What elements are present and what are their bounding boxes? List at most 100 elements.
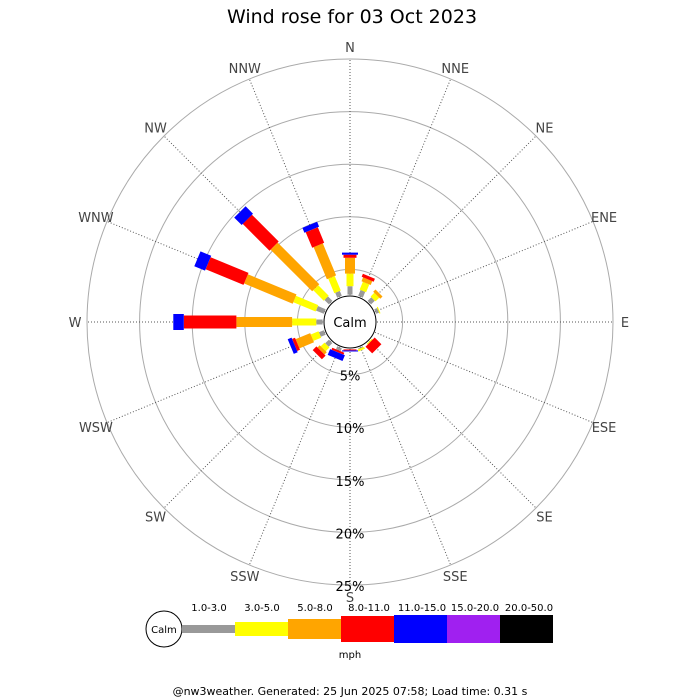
direction-label: N [345, 41, 355, 56]
bar-sw-1 [320, 342, 330, 352]
bar-n-2 [345, 257, 355, 274]
bar-ne-2 [373, 289, 383, 299]
grid-spoke [349, 321, 537, 509]
legend-bin-label: 1.0-3.0 [191, 603, 226, 614]
direction-label: SSE [443, 570, 468, 585]
bar-sse-1 [357, 346, 365, 352]
bar-s-3 [343, 349, 357, 351]
legend-units-label: mph [339, 650, 361, 661]
bar-nw-3 [242, 214, 279, 251]
legend-bin-label: 3.0-5.0 [244, 603, 279, 614]
wind-bars [173, 206, 383, 361]
bar-wnw-3 [205, 257, 249, 285]
bar-nw-4 [234, 206, 253, 225]
bar-ene-0 [374, 308, 380, 314]
direction-label: SW [145, 510, 166, 525]
bar-ne-0 [367, 297, 375, 305]
direction-label: NNW [229, 62, 261, 77]
bar-w-4 [173, 314, 184, 330]
bar-nnw-4 [302, 221, 320, 233]
bar-wsw-3 [292, 337, 300, 351]
legend-calm-label: Calm [151, 625, 177, 636]
direction-labels: N NNE NE ENE E ESE SE SSE S SSW SW WSW W WNW NW NNW [69, 41, 630, 606]
bar-wnw-2 [244, 274, 297, 304]
bar-nne-0 [358, 289, 366, 298]
bar-sw-3 [312, 346, 326, 360]
ring-labels: 5% 10% 15% 20% 25% [336, 370, 365, 595]
bar-n-1 [346, 273, 354, 287]
direction-label: NW [144, 122, 167, 137]
footer-text: @nw3weather. Generated: 25 Jun 2025 07:5… [173, 685, 528, 698]
grid-spoke [163, 321, 351, 509]
legend-swatch [288, 619, 341, 639]
bar-w-0 [316, 319, 323, 325]
direction-label: S [346, 591, 354, 606]
legend-swatch [394, 615, 447, 643]
bar-nw-1 [313, 285, 329, 301]
grid-spoke [248, 321, 351, 566]
bar-ssw-0 [336, 346, 342, 352]
bar-se-1 [366, 338, 373, 345]
grid-spoke [248, 78, 351, 323]
bar-wnw-0 [316, 306, 326, 314]
direction-label: W [69, 316, 82, 331]
polar-grid [86, 58, 614, 586]
bar-n-3 [343, 254, 357, 258]
direction-label: NE [535, 122, 553, 137]
legend-bin-label: 20.0-50.0 [505, 603, 553, 614]
grid-spoke [106, 321, 351, 424]
direction-label: ESE [592, 421, 617, 436]
bar-ene-1 [376, 306, 381, 314]
bar-ssw-3 [331, 347, 345, 355]
bar-wnw-4 [194, 251, 212, 271]
bar-w-1 [292, 318, 317, 326]
direction-label: WNW [78, 211, 114, 226]
bar-nnw-1 [328, 276, 341, 294]
grid-spoke [349, 135, 537, 323]
grid-spoke [349, 321, 594, 424]
grid-spoke [163, 135, 351, 323]
bar-w-2 [236, 317, 293, 327]
direction-label: ENE [591, 211, 617, 226]
direction-label: SSW [230, 570, 260, 585]
bar-n-0 [347, 286, 353, 295]
bar-wsw-1 [310, 331, 322, 341]
bar-nnw-2 [313, 243, 337, 280]
bar-nw-0 [324, 296, 333, 305]
legend-bin-label: 15.0-20.0 [451, 603, 499, 614]
direction-label: NNE [441, 62, 469, 77]
calm-label: Calm [333, 316, 366, 331]
ring-label: 20% [336, 527, 365, 542]
legend-swatch [447, 615, 500, 643]
ring-label: 10% [336, 422, 365, 437]
legend-swatch [500, 615, 553, 643]
direction-label: E [621, 316, 629, 331]
ring-label: 25% [336, 580, 365, 595]
bar-ssw-4 [327, 349, 345, 361]
bar-wsw-0 [318, 330, 326, 337]
bar-ne-1 [370, 292, 380, 302]
bar-s-4 [342, 350, 358, 352]
bar-w-3 [183, 315, 237, 329]
bar-nnw-3 [305, 227, 325, 248]
bar-wsw-2 [295, 333, 314, 349]
bar-wnw-1 [293, 295, 319, 312]
grid-ring [86, 58, 614, 586]
grid-spoke [349, 321, 452, 566]
bar-nne-3 [361, 273, 375, 282]
legend-bin-label: 8.0-11.0 [348, 603, 390, 614]
bar-wsw-4 [287, 337, 298, 354]
bar-se-3 [365, 337, 382, 354]
ring-label: 5% [340, 370, 361, 385]
calm-circle: Calm [323, 295, 377, 349]
direction-label: WSW [79, 421, 113, 436]
grid-spoke [349, 220, 594, 323]
bar-nnw-0 [335, 290, 342, 298]
bar-nne-1 [359, 281, 370, 293]
legend-bin-label: 11.0-15.0 [398, 603, 446, 614]
bar-sw-0 [325, 339, 333, 347]
bar-sw-2 [317, 345, 327, 355]
grid-spoke [106, 220, 351, 323]
chart-title: Wind rose for 03 Oct 2023 [227, 6, 477, 28]
